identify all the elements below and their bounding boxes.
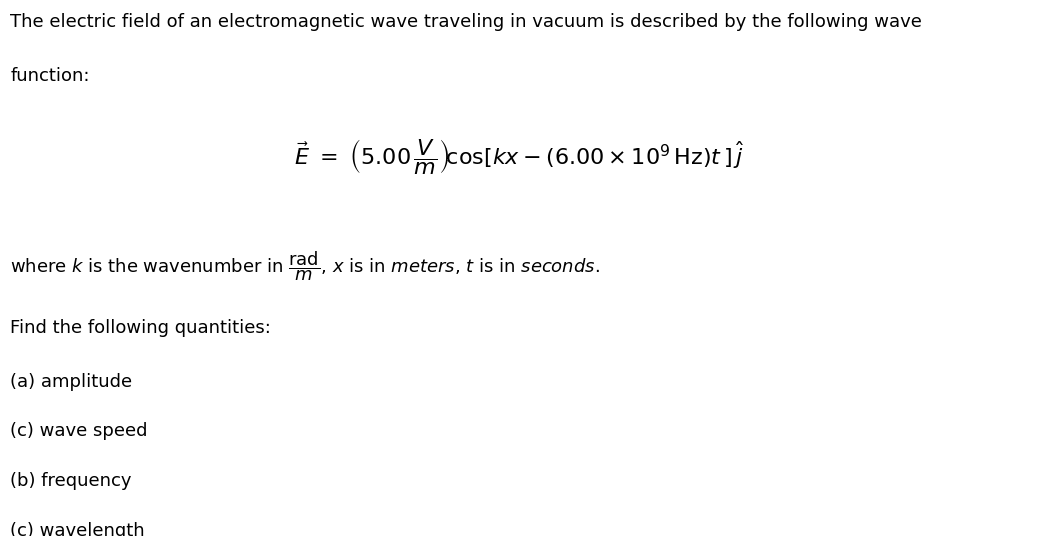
Text: $\vec{E}\ =\ \left(5.00\,\dfrac{V}{m}\right)\!\cos[kx - (6.00 \times 10^9\,\math: $\vec{E}\ =\ \left(5.00\,\dfrac{V}{m}\ri… xyxy=(294,137,744,176)
Text: function:: function: xyxy=(10,67,90,85)
Text: (c) wavelength: (c) wavelength xyxy=(10,522,145,536)
Text: (a) amplitude: (a) amplitude xyxy=(10,373,133,391)
Text: (b) frequency: (b) frequency xyxy=(10,472,132,490)
Text: where $k$ is the wavenumber in $\dfrac{\mathrm{rad}}{m}$, $x$ is in $\mathit{met: where $k$ is the wavenumber in $\dfrac{\… xyxy=(10,249,600,283)
Text: Find the following quantities:: Find the following quantities: xyxy=(10,319,271,337)
Text: The electric field of an electromagnetic wave traveling in vacuum is described b: The electric field of an electromagnetic… xyxy=(10,13,922,32)
Text: (c) wave speed: (c) wave speed xyxy=(10,422,147,441)
